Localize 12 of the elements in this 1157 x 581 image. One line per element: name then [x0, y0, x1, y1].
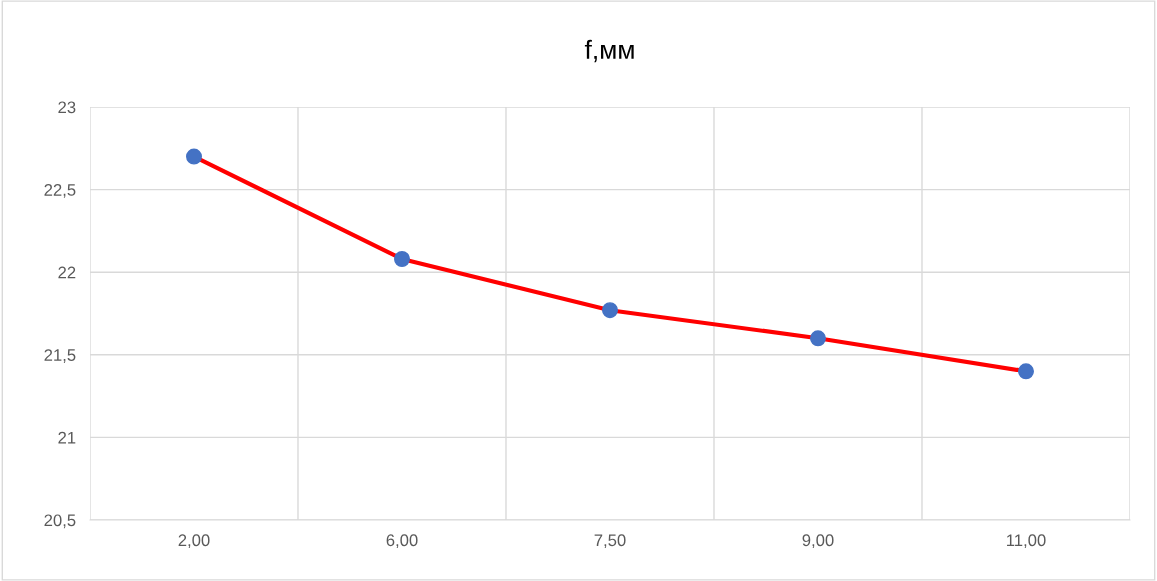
y-tick-label: 21	[58, 431, 76, 444]
y-tick-label: 22	[58, 266, 76, 279]
x-tick-label: 6,00	[386, 534, 418, 549]
y-tick-label: 23	[58, 101, 76, 114]
x-tick-label: 11,00	[1007, 534, 1046, 549]
y-tick-label: 22,5	[44, 184, 76, 198]
y-tick-label: 21,5	[44, 349, 76, 363]
y-tick-label: 20,5	[44, 514, 76, 529]
x-tick-label: 2,00	[178, 534, 210, 549]
x-tick-label: 7,50	[594, 534, 626, 549]
chart-title: f,мм	[584, 39, 634, 63]
x-tick-label: 9,00	[802, 534, 834, 549]
